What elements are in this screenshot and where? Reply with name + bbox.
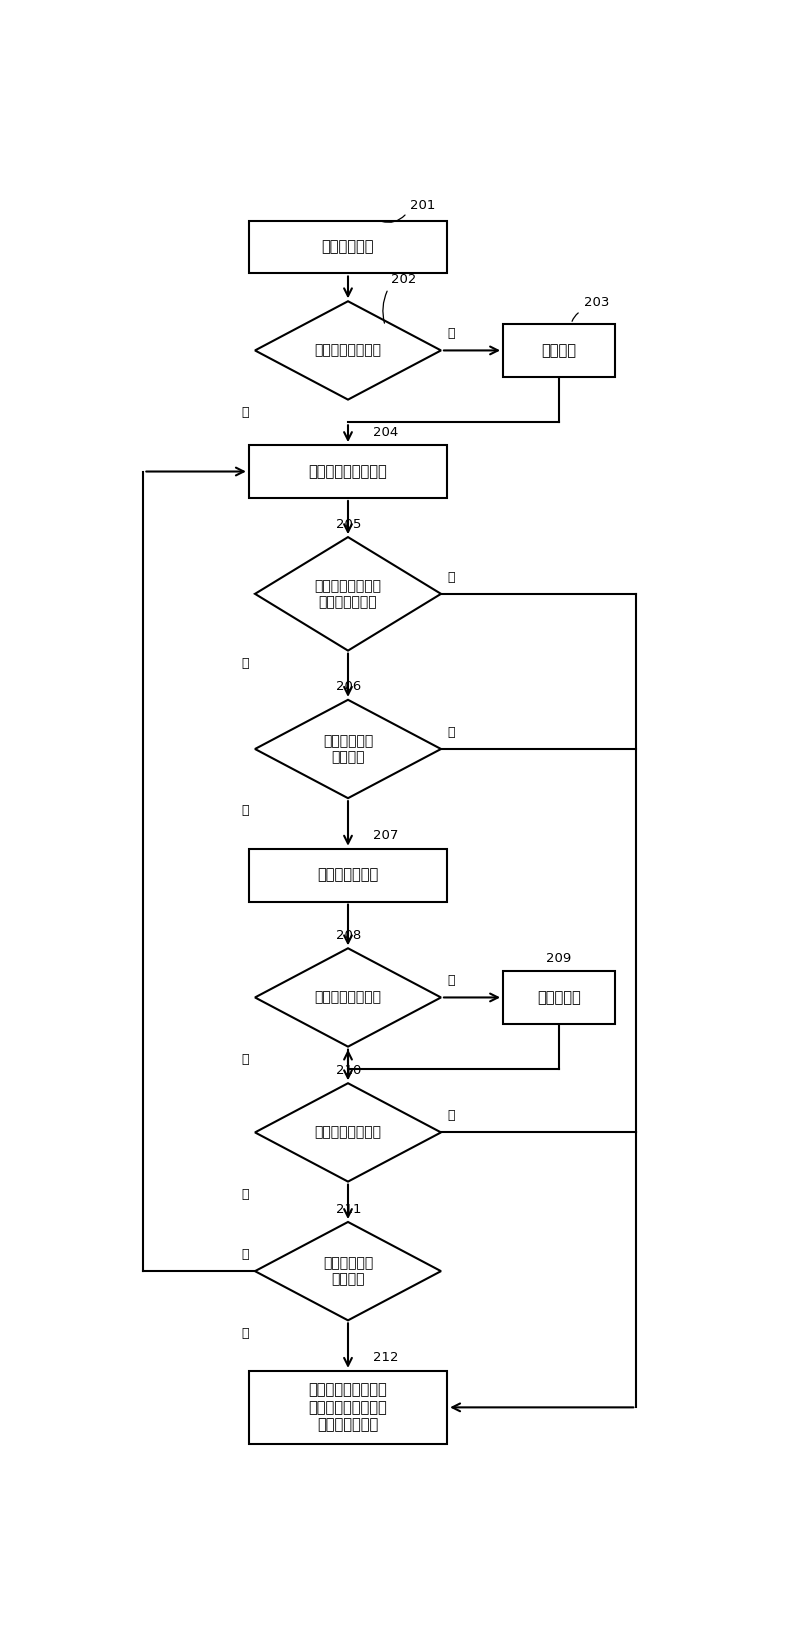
Text: 否: 否 [242,1248,249,1261]
Text: 否: 否 [242,657,249,670]
Text: 频道是否已标记且
节目未发生变化: 频道是否已标记且 节目未发生变化 [314,578,382,609]
FancyBboxPatch shape [249,446,447,498]
Text: 否: 否 [242,406,249,419]
Text: 是否设置频道参数: 是否设置频道参数 [314,344,382,357]
Text: 否: 否 [447,726,454,739]
Polygon shape [255,1222,441,1320]
Text: 用户是否按中止键: 用户是否按中止键 [314,1125,382,1140]
Text: 是: 是 [242,804,249,817]
Polygon shape [255,301,441,400]
Text: 在频道显示列表中区
别显示已标记的频道
和未标记的频道: 在频道显示列表中区 别显示已标记的频道 和未标记的频道 [309,1382,387,1432]
Text: 203: 203 [584,296,609,310]
Text: 否: 否 [242,1053,249,1066]
Text: 211: 211 [336,1202,361,1215]
Polygon shape [255,1083,441,1181]
Text: 是: 是 [447,1109,454,1122]
Text: 是: 是 [447,570,454,583]
Text: 212: 212 [373,1351,398,1364]
Text: 自动切换到下一频道: 自动切换到下一频道 [309,464,387,478]
Text: 204: 204 [373,426,398,439]
Polygon shape [255,948,441,1047]
Polygon shape [255,537,441,650]
Text: 207: 207 [373,829,398,842]
Text: 205: 205 [336,518,361,531]
Text: 是: 是 [447,975,454,988]
Text: 202: 202 [391,274,417,287]
FancyBboxPatch shape [249,848,447,901]
Text: 接收用户指令: 接收用户指令 [322,239,374,254]
Text: 用户是否按确定键: 用户是否按确定键 [314,991,382,1004]
Text: 210: 210 [336,1065,361,1076]
Text: 206: 206 [336,680,361,693]
FancyBboxPatch shape [503,971,614,1024]
Text: 208: 208 [336,929,361,942]
Text: 频道是否符合
播放条件: 频道是否符合 播放条件 [323,734,373,763]
FancyBboxPatch shape [249,221,447,274]
Text: 209: 209 [546,952,572,965]
Text: 设置参数: 设置参数 [542,342,576,359]
Text: 所有频道是否
切换完毕: 所有频道是否 切换完毕 [323,1256,373,1286]
FancyBboxPatch shape [503,324,614,377]
Text: 是: 是 [447,328,454,341]
Text: 否: 否 [242,1188,249,1201]
Text: 播放频道的节目: 播放频道的节目 [318,868,378,883]
FancyBboxPatch shape [249,1371,447,1445]
Polygon shape [255,699,441,798]
Text: 201: 201 [410,198,435,211]
Text: 是: 是 [242,1327,249,1340]
Text: 标记该频道: 标记该频道 [537,989,581,1006]
